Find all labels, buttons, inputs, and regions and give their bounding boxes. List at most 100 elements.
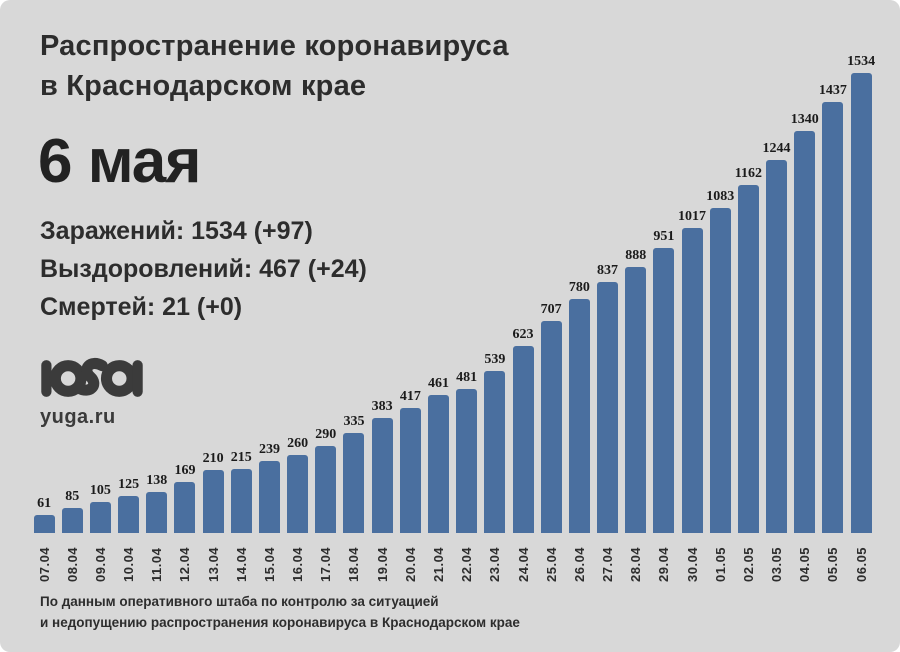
x-tick-label: 08.04 [64, 546, 80, 582]
x-tick: 25.04 [537, 538, 565, 582]
x-tick-label: 16.04 [290, 546, 306, 582]
bar-value-label: 138 [146, 473, 168, 488]
bar-column: 1534 [847, 54, 875, 533]
bar-value-label: 105 [89, 483, 111, 498]
bar-column: 461 [424, 376, 452, 533]
x-tick: 28.04 [622, 538, 650, 582]
bar [230, 469, 252, 533]
bar-value-label: 623 [512, 327, 534, 342]
bar-column: 780 [565, 280, 593, 533]
bar [597, 282, 619, 533]
x-tick-label: 09.04 [92, 546, 108, 582]
x-tick: 03.05 [762, 538, 790, 582]
bar-column: 215 [227, 450, 255, 533]
bar [399, 408, 421, 533]
bar-column: 1162 [734, 166, 762, 533]
x-tick: 09.04 [86, 538, 114, 582]
bar [568, 299, 590, 533]
x-tick: 13.04 [199, 538, 227, 582]
x-tick-label: 26.04 [571, 546, 587, 582]
bar-value-label: 1437 [818, 83, 847, 98]
bar-value-label: 383 [371, 399, 393, 414]
bar [371, 418, 393, 533]
bar-column: 61 [30, 496, 58, 533]
bar [540, 321, 562, 533]
bar-column: 290 [312, 427, 340, 533]
report-date: 6 мая [38, 127, 201, 196]
bar-column: 210 [199, 451, 227, 533]
x-tick-label: 30.04 [684, 546, 700, 582]
stat-recoveries: Выздоровлений: 467 (+24) [40, 255, 367, 283]
bar [512, 346, 534, 533]
x-tick-label: 07.04 [36, 546, 52, 582]
bar-value-label: 951 [653, 229, 675, 244]
bar-column: 1340 [791, 112, 819, 533]
x-tick-label: 27.04 [600, 546, 616, 582]
x-tick: 29.04 [650, 538, 678, 582]
bar [174, 482, 196, 533]
x-tick-label: 23.04 [487, 546, 503, 582]
bar-value-label: 215 [230, 450, 252, 465]
x-tick-label: 22.04 [459, 546, 475, 582]
bar [737, 185, 759, 533]
bar [681, 228, 703, 533]
bar [484, 371, 506, 533]
bar-column: 951 [650, 229, 678, 533]
bar-value-label: 461 [427, 376, 449, 391]
yuga-logo-mark [41, 357, 143, 397]
bar-value-label: 1244 [762, 141, 791, 156]
x-tick-label: 03.05 [769, 546, 785, 582]
yuga-logo: yuga.ru [40, 356, 144, 427]
page-title: Распространение коронавируса в Краснодар… [40, 26, 509, 106]
x-tick: 01.05 [706, 538, 734, 582]
bar-value-label: 417 [399, 389, 421, 404]
x-tick: 06.05 [847, 538, 875, 582]
source-note: По данным оперативного штаба по контролю… [40, 592, 520, 634]
bar-value-label: 210 [202, 451, 224, 466]
bar-column: 623 [509, 327, 537, 533]
x-tick: 22.04 [453, 538, 481, 582]
bar-column: 1083 [706, 189, 734, 533]
title-line-1: Распространение коронавируса [40, 30, 509, 62]
stats-block: Заражений: 1534 (+97) Выздоровлений: 467… [40, 212, 367, 326]
bar-column: 260 [284, 436, 312, 533]
x-tick-label: 20.04 [402, 546, 418, 582]
x-tick-label: 06.05 [853, 546, 869, 582]
bar [202, 470, 224, 533]
bar-value-label: 539 [484, 352, 506, 367]
x-tick: 10.04 [115, 538, 143, 582]
bar-column: 1244 [762, 141, 791, 533]
bar-value-label: 780 [568, 280, 590, 295]
bar-value-label: 290 [315, 427, 337, 442]
x-tick: 05.05 [819, 538, 847, 582]
bar-value-label: 1083 [706, 189, 735, 204]
bar-column: 169 [171, 463, 199, 533]
x-tick: 23.04 [481, 538, 509, 582]
bar [118, 496, 140, 533]
x-tick: 04.05 [791, 538, 819, 582]
bar-value-label: 481 [456, 370, 478, 385]
bar-value-label: 1534 [847, 54, 876, 69]
x-tick: 26.04 [565, 538, 593, 582]
bar [146, 492, 168, 533]
bar-value-label: 1017 [678, 209, 707, 224]
x-tick: 17.04 [312, 538, 340, 582]
bar-column: 837 [593, 263, 621, 533]
x-tick-label: 13.04 [205, 546, 221, 582]
bar-column: 417 [396, 389, 424, 533]
bar [61, 508, 83, 533]
chart-x-axis: 07.04 08.04 09.04 10.04 11.04 12.04 13.04 14.04… [30, 538, 875, 582]
bar-value-label: 888 [625, 248, 647, 263]
bar-column: 539 [481, 352, 509, 533]
x-tick: 24.04 [509, 538, 537, 582]
x-tick: 16.04 [284, 538, 312, 582]
x-tick: 19.04 [368, 538, 396, 582]
x-tick: 14.04 [227, 538, 255, 582]
bar-value-label: 837 [597, 263, 619, 278]
bar-column: 707 [537, 302, 565, 533]
bar [709, 208, 731, 533]
bar [287, 455, 309, 533]
bar-value-label: 260 [287, 436, 309, 451]
bar-value-label: 85 [65, 489, 80, 504]
